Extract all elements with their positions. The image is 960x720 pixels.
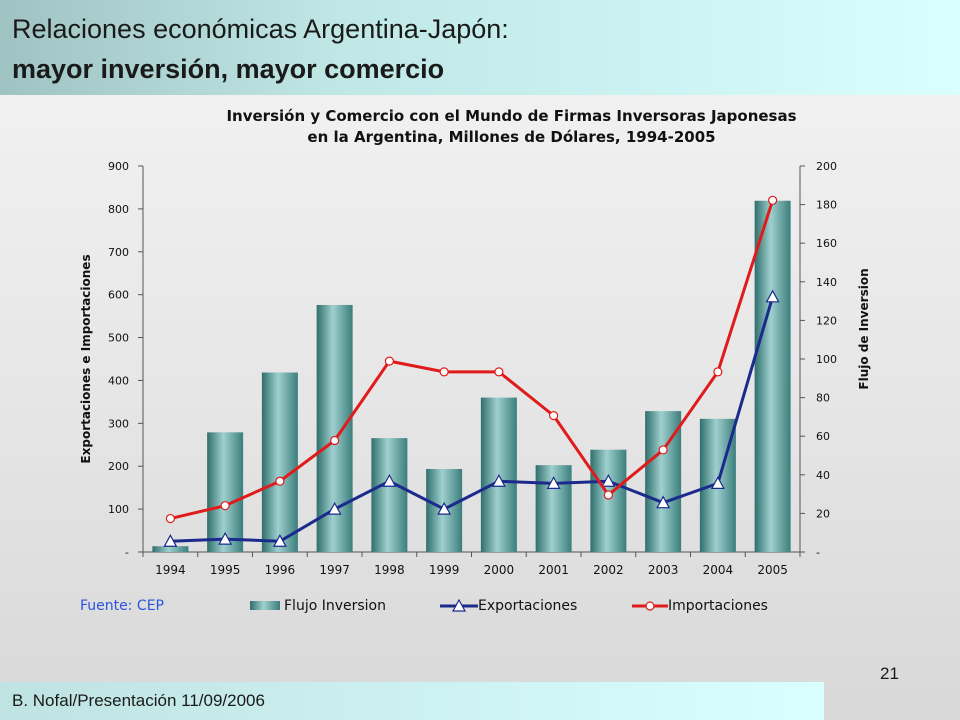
point-importaciones: [494, 367, 504, 377]
left-axis-title: Exportaciones e Importaciones: [79, 254, 93, 463]
point-importaciones: [768, 195, 778, 205]
footer-text: B. Nofal/Presentación 11/09/2006: [12, 691, 265, 710]
source-label: Fuente: CEP: [80, 598, 164, 614]
point-importaciones: [439, 367, 449, 377]
right-tick-label: 20: [816, 507, 830, 520]
right-tick-label: 40: [816, 469, 830, 482]
point-exportaciones: [272, 534, 287, 547]
page-number: 21: [880, 664, 899, 683]
legend-marker-exportaciones: [451, 598, 467, 612]
point-importaciones: [384, 356, 394, 366]
x-tick-label: 1997: [319, 563, 350, 577]
bar-flujo-inversion: [371, 438, 408, 552]
bar-flujo-inversion: [754, 200, 791, 552]
bar-flujo-inversion: [152, 546, 189, 552]
point-importaciones: [603, 490, 613, 500]
right-tick-label: 140: [816, 276, 837, 289]
point-exportaciones: [437, 501, 452, 515]
left-tick-label: 700: [108, 246, 129, 259]
left-tick-label: 400: [108, 374, 129, 387]
right-tick-label: 100: [816, 353, 837, 366]
left-tick-label: 600: [108, 289, 129, 302]
left-tick-label: 200: [108, 460, 129, 473]
slide-subtitle: mayor inversión, mayor comercio: [12, 54, 445, 84]
point-importaciones: [165, 513, 175, 524]
left-tick-label: 300: [108, 417, 129, 430]
x-tick-label: 1996: [265, 563, 296, 577]
line-exportaciones: [170, 296, 775, 543]
right-tick-label: 180: [816, 199, 837, 212]
title-bar: Relaciones económicas Argentina-Japón: m…: [0, 0, 960, 95]
x-tick-label: 2001: [538, 563, 569, 577]
x-tick-label: 2005: [757, 563, 788, 577]
point-exportaciones: [218, 531, 233, 545]
x-tick-label: 1995: [210, 563, 241, 577]
left-tick-label: -: [125, 546, 129, 559]
point-importaciones: [549, 411, 559, 421]
point-exportaciones: [382, 473, 397, 487]
point-exportaciones: [601, 473, 616, 487]
slide-title: Relaciones económicas Argentina-Japón:: [12, 14, 509, 44]
legend-label-flujo-inversion: Flujo Inversion: [284, 598, 386, 614]
x-tick-label: 1994: [155, 563, 186, 577]
legend-label-exportaciones: Exportaciones: [478, 598, 577, 614]
x-tick-label: 2000: [484, 563, 515, 577]
point-exportaciones: [163, 534, 178, 547]
right-tick-label: 160: [816, 237, 837, 250]
right-tick-label: 60: [816, 430, 830, 443]
right-axis-title: Flujo de Inversion: [857, 268, 871, 389]
point-importaciones: [713, 367, 723, 377]
left-tick-label: 500: [108, 332, 129, 345]
legend-swatch-flujo-inversion: [250, 601, 280, 610]
point-exportaciones: [710, 476, 725, 489]
right-tick-label: -: [816, 546, 820, 559]
x-tick-label: 1998: [374, 563, 405, 577]
legend-marker-importaciones: [645, 601, 655, 611]
bar-flujo-inversion: [590, 449, 627, 552]
x-tick-label: 2003: [648, 563, 679, 577]
point-importaciones: [658, 445, 668, 455]
point-importaciones: [220, 501, 230, 511]
right-tick-label: 200: [816, 160, 837, 173]
left-tick-label: 800: [108, 203, 129, 216]
right-tick-label: 120: [816, 314, 837, 327]
chart-subtitle: en la Argentina, Millones de Dólares, 19…: [307, 128, 715, 146]
chart-title: Inversión y Comercio con el Mundo de Fir…: [226, 107, 796, 125]
point-exportaciones: [765, 289, 780, 303]
chart: Inversión y Comercio con el Mundo de Fir…: [79, 107, 871, 614]
left-tick-label: 900: [108, 160, 129, 173]
point-exportaciones: [546, 476, 561, 489]
point-exportaciones: [327, 501, 342, 515]
x-tick-label: 2002: [593, 563, 624, 577]
footer-bar: B. Nofal/Presentación 11/09/2006: [0, 682, 824, 720]
left-tick-label: 100: [108, 503, 129, 516]
line-importaciones: [170, 199, 775, 521]
point-importaciones: [330, 435, 340, 446]
legend-label-importaciones: Importaciones: [668, 598, 768, 614]
point-exportaciones: [491, 473, 506, 487]
point-exportaciones: [656, 495, 671, 509]
point-importaciones: [275, 476, 285, 486]
bar-flujo-inversion: [261, 372, 298, 552]
x-tick-label: 1999: [429, 563, 460, 577]
x-tick-label: 2004: [703, 563, 734, 577]
right-tick-label: 80: [816, 392, 830, 405]
